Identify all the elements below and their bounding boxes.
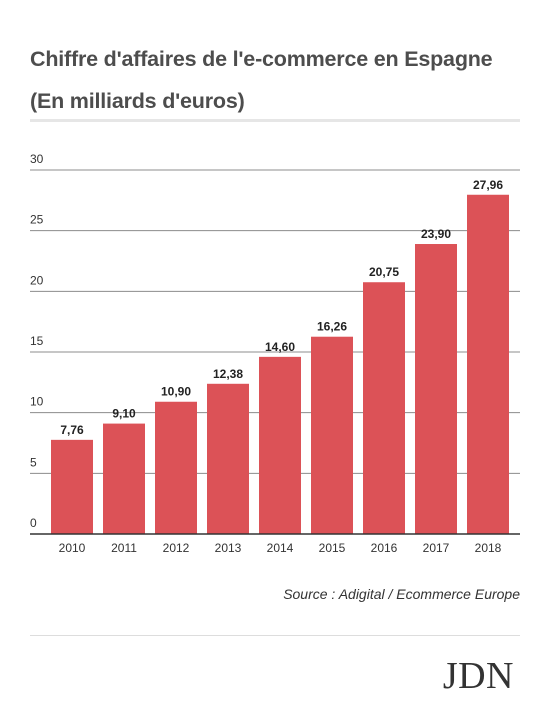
chart-subtitle: (En milliards d'euros) bbox=[30, 89, 245, 113]
data-label: 7,76 bbox=[60, 423, 84, 437]
data-label: 27,96 bbox=[473, 178, 503, 192]
chart-title: Chiffre d'affaires de l'e-commerce en Es… bbox=[30, 47, 493, 71]
chart-title-block: Chiffre d'affaires de l'e-commerce en Es… bbox=[30, 38, 522, 122]
x-tick-label: 2012 bbox=[163, 541, 190, 555]
source-note: Source : Adigital / Ecommerce Europe bbox=[283, 586, 520, 602]
bar bbox=[155, 401, 197, 534]
x-tick-label: 2011 bbox=[111, 541, 137, 555]
jdn-logo: JDN bbox=[442, 655, 514, 697]
data-label: 23,90 bbox=[421, 227, 451, 241]
x-tick-label: 2015 bbox=[319, 541, 346, 555]
x-tick-label: 2017 bbox=[423, 541, 450, 555]
bar bbox=[311, 336, 353, 534]
data-label: 9,10 bbox=[112, 407, 136, 421]
y-tick-label: 10 bbox=[30, 395, 44, 409]
data-label: 10,90 bbox=[161, 385, 191, 399]
footer-divider bbox=[30, 635, 520, 636]
bar bbox=[103, 423, 145, 534]
x-tick-label: 2010 bbox=[59, 541, 86, 555]
bar bbox=[207, 383, 249, 534]
title-divider bbox=[30, 119, 520, 122]
bar bbox=[51, 439, 93, 534]
bar bbox=[259, 356, 301, 534]
bar bbox=[467, 194, 509, 534]
y-tick-label: 15 bbox=[30, 334, 44, 348]
y-tick-label: 0 bbox=[30, 516, 37, 530]
x-tick-label: 2013 bbox=[215, 541, 242, 555]
y-tick-label: 20 bbox=[30, 273, 44, 287]
data-label: 20,75 bbox=[369, 265, 399, 279]
data-label: 14,60 bbox=[265, 340, 295, 354]
y-tick-label: 25 bbox=[30, 213, 44, 227]
data-label: 12,38 bbox=[213, 367, 243, 381]
bar-chart: 0 5 10 15 20 25 30 7,76 2010 9,10 2011 10,90 2012 12,… bbox=[0, 140, 550, 570]
y-tick-label: 5 bbox=[30, 455, 37, 469]
y-tick-label: 30 bbox=[30, 152, 44, 166]
bar bbox=[363, 282, 405, 534]
bar-chart-svg: 0 5 10 15 20 25 30 7,76 2010 9,10 2011 10,90 2012 12,… bbox=[30, 152, 520, 555]
bar bbox=[415, 244, 457, 534]
x-tick-label: 2014 bbox=[267, 541, 294, 555]
data-label: 16,26 bbox=[317, 320, 347, 334]
x-tick-label: 2018 bbox=[475, 541, 502, 555]
x-tick-label: 2016 bbox=[371, 541, 398, 555]
